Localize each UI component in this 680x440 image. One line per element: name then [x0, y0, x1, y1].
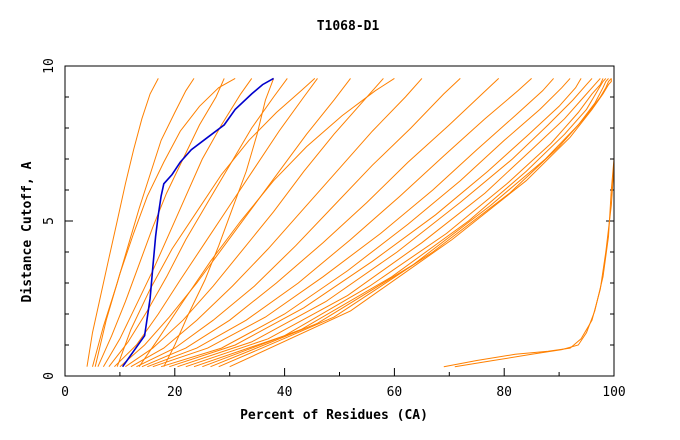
model-line: [177, 78, 593, 368]
model-line: [102, 78, 253, 367]
x-tick-label: 100: [602, 385, 625, 400]
model-line: [185, 78, 601, 368]
highlight-line: [121, 77, 274, 368]
x-tick-label: 40: [277, 385, 293, 400]
model-line: [94, 77, 236, 367]
y-tick-label: 10: [42, 58, 57, 74]
model-line: [147, 78, 532, 368]
model-line: [454, 158, 615, 368]
model-line: [443, 165, 615, 368]
y-tick-label: 5: [42, 217, 57, 225]
x-tick-label: 0: [61, 385, 69, 400]
model-line: [141, 78, 500, 368]
axis-ticks: 0 20 40 60 80 100 0 5 10: [42, 58, 626, 400]
model-line: [210, 78, 609, 368]
model-line: [125, 78, 384, 368]
x-tick-label: 20: [167, 385, 183, 400]
model-line: [163, 78, 275, 367]
model-line: [116, 78, 316, 367]
y-axis-label: Distance Cutoff, A: [20, 161, 35, 302]
model-line: [119, 78, 351, 368]
model-line: [229, 78, 612, 368]
y-tick-label: 0: [42, 372, 57, 380]
x-tick-label: 80: [496, 385, 512, 400]
model-line: [138, 77, 395, 367]
highlight-line-group: [121, 77, 274, 368]
plot-frame: [64, 65, 615, 377]
model-line: [136, 78, 461, 368]
model-line: [160, 78, 571, 368]
model-line: [130, 78, 423, 368]
model-line: [193, 78, 604, 368]
model-line: [202, 78, 607, 368]
model-lines: [86, 77, 615, 368]
model-line: [86, 78, 159, 367]
x-axis-label: Percent of Residues (CA): [240, 408, 428, 423]
model-line: [218, 78, 612, 368]
x-tick-label: 60: [387, 385, 403, 400]
model-line: [114, 78, 318, 368]
chart-title: T1068-D1: [317, 19, 380, 34]
model-line: [152, 78, 554, 368]
model-line: [169, 78, 582, 368]
